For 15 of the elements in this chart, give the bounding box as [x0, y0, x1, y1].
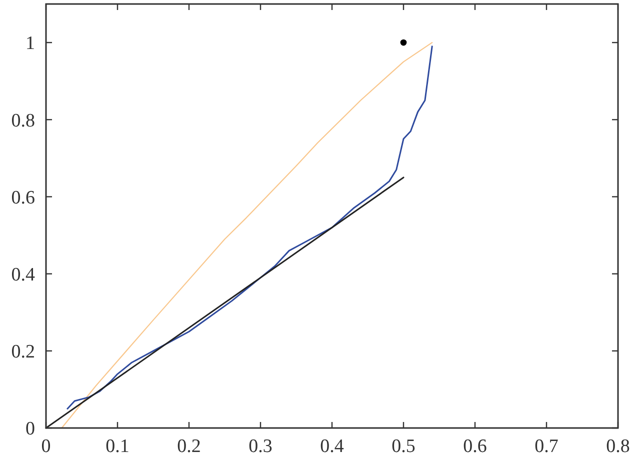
y-tick-label: 0.4	[11, 264, 36, 286]
y-tick-label: 0.6	[11, 187, 35, 208]
x-tick-label: 0.5	[392, 436, 416, 457]
y-tick-label: 1	[26, 33, 35, 54]
x-tick-label: 0.4	[320, 436, 344, 457]
x-tick-label: 0.7	[534, 436, 558, 457]
x-tick-label: 0.1	[106, 436, 130, 457]
x-tick-label: 0.2	[177, 436, 201, 457]
y-tick-label: 0	[26, 418, 35, 440]
x-tick-label: 0.8	[606, 436, 630, 457]
y-tick-label: 0.8	[11, 110, 35, 132]
y-tick-label: 0.2	[11, 342, 35, 363]
x-tick-label: 0	[41, 436, 51, 457]
x-tick-label: 0.6	[463, 436, 487, 457]
x-tick-label: 0.3	[248, 436, 272, 457]
